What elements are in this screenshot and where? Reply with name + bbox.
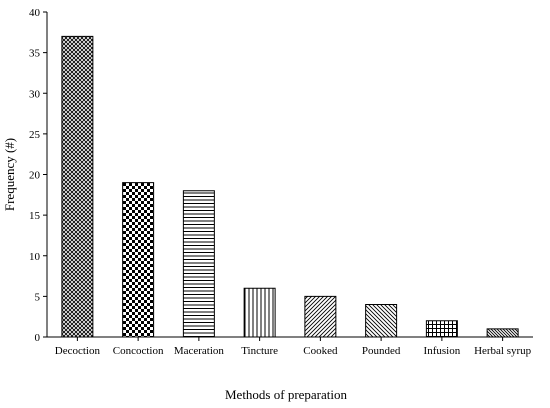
y-tick-label: 10 [29, 251, 41, 263]
bar-herbal-syrup [486, 328, 519, 338]
x-axis: Decoction Concoction Maceration Tincture Coo… [47, 336, 533, 357]
bar-cooked [304, 295, 337, 338]
bar-pounded [365, 304, 398, 338]
y-tick-label: 25 [29, 129, 41, 141]
y-tick-label: 40 [29, 7, 41, 19]
bar-decoction [61, 35, 94, 338]
bars-group [61, 35, 519, 338]
y-axis: 0 5 10 15 20 25 30 35 40 [29, 7, 48, 344]
y-tick-label: 20 [29, 170, 41, 182]
x-tick-label: Tincture [241, 345, 278, 357]
y-tick-label: 30 [29, 88, 41, 100]
bar-infusion [425, 320, 458, 338]
x-tick-label: Infusion [424, 345, 461, 357]
y-tick-label: 15 [29, 210, 41, 222]
bar-concoction [122, 182, 155, 338]
bar-maceration [182, 190, 215, 338]
y-tick-label: 35 [29, 48, 41, 60]
x-tick-label: Pounded [362, 345, 401, 357]
y-axis-title: Frequency (#) [2, 138, 17, 211]
x-tick-label: Herbal syrup [474, 345, 532, 357]
x-axis-title: Methods of preparation [225, 387, 348, 402]
x-tick-label: Maceration [174, 345, 225, 357]
x-tick-label: Cooked [303, 345, 338, 357]
y-tick-label: 5 [35, 291, 41, 303]
bar-tincture [243, 287, 276, 338]
y-tick-label: 0 [35, 332, 41, 344]
x-tick-label: Concoction [113, 345, 164, 357]
x-tick-label: Decoction [55, 345, 101, 357]
